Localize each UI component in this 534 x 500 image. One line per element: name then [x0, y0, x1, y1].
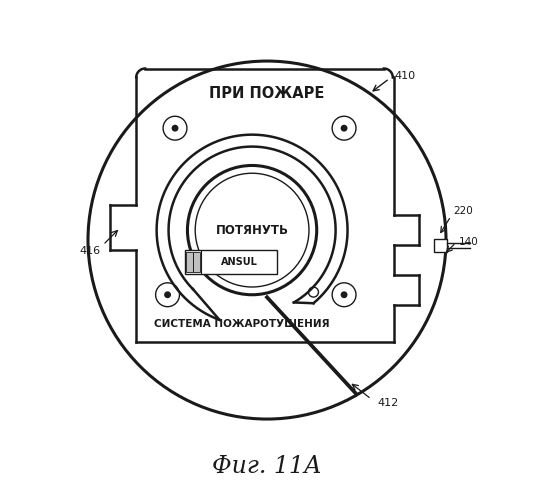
Text: ANSUL: ANSUL	[221, 257, 257, 267]
Circle shape	[187, 166, 317, 294]
Circle shape	[172, 126, 178, 131]
Circle shape	[165, 292, 170, 298]
Text: 220: 220	[453, 206, 473, 216]
FancyBboxPatch shape	[186, 252, 200, 272]
Text: 416: 416	[80, 246, 101, 256]
Circle shape	[341, 292, 347, 298]
Text: Фиг. 11А: Фиг. 11А	[212, 455, 322, 478]
Text: СИСТЕМА ПОЖАРОТУШЕНИЯ: СИСТЕМА ПОЖАРОТУШЕНИЯ	[154, 318, 330, 328]
FancyBboxPatch shape	[434, 238, 447, 252]
Circle shape	[341, 126, 347, 131]
Text: 140: 140	[458, 236, 478, 246]
Text: ПРИ ПОЖАРЕ: ПРИ ПОЖАРЕ	[209, 86, 325, 101]
Text: 410: 410	[395, 71, 415, 81]
Text: ПОТЯНУТЬ: ПОТЯНУТЬ	[216, 224, 288, 236]
Text: 412: 412	[378, 398, 399, 408]
FancyBboxPatch shape	[185, 250, 277, 274]
Circle shape	[88, 61, 446, 419]
